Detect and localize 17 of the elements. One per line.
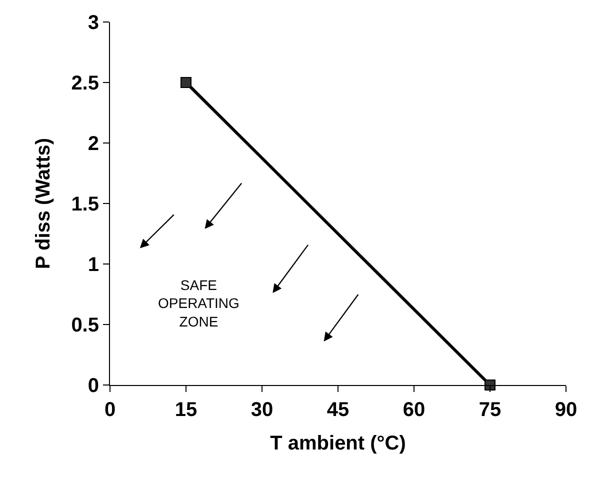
x-tick-label: 30 [250,399,274,421]
y-tick-label: 1.5 [71,194,99,216]
y-tick-label: 2.5 [71,72,99,94]
x-tick-label: 0 [104,399,116,421]
y-tick-label: 0.5 [71,314,99,336]
y-tick-label: 0 [88,375,99,397]
x-tick-label: 90 [554,399,578,421]
x-tick-label: 15 [174,399,198,421]
y-tick-label: 3 [88,12,99,34]
x-axis-title: T ambient (°C) [270,432,406,454]
y-tick-label: 1 [88,254,99,276]
annotation: SAFE OPERATING ZONE [158,277,240,330]
x-tick-label: 75 [478,399,502,421]
y-axis-title: P diss (Watts) [32,138,55,270]
x-tick-label: 45 [326,399,350,421]
x-tick-label: 60 [402,399,426,421]
y-tick-label: 2 [88,133,99,155]
